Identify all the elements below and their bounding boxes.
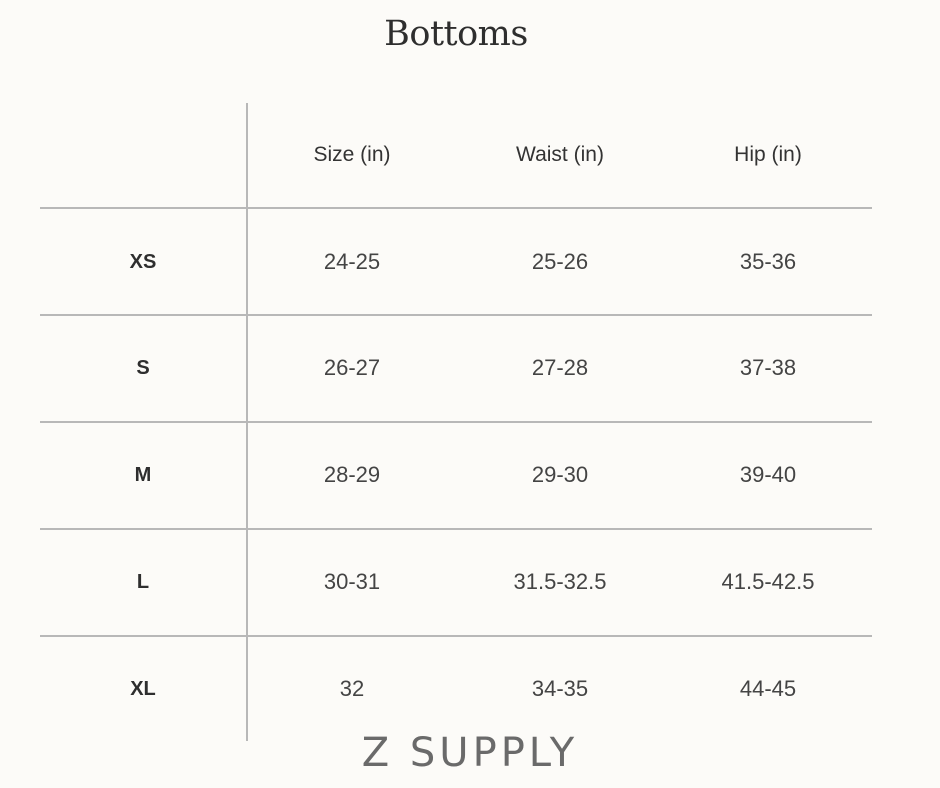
hip-cell: 44-45	[739, 676, 797, 701]
row-label: S	[136, 357, 150, 379]
row-divider	[40, 207, 872, 209]
column-header-size: Size (in)	[313, 143, 391, 166]
size-cell: 24-25	[323, 249, 381, 274]
row-divider	[40, 528, 872, 530]
size-cell: 32	[339, 676, 365, 701]
hip-cell: 37-38	[739, 355, 797, 380]
hip-cell: 39-40	[739, 462, 797, 487]
waist-cell: 31.5-32.5	[513, 569, 607, 594]
row-label: L	[136, 571, 150, 593]
waist-cell: 34-35	[531, 676, 589, 701]
column-header-hip: Hip (in)	[734, 143, 802, 166]
waist-cell: 25-26	[531, 249, 589, 274]
size-cell: 30-31	[323, 569, 381, 594]
column-header-waist: Waist (in)	[516, 143, 604, 166]
chart-title: Bottoms	[384, 14, 528, 54]
row-divider	[40, 421, 872, 423]
row-label: M	[134, 464, 152, 486]
row-label: XS	[129, 251, 157, 273]
size-cell: 26-27	[323, 355, 381, 380]
brand-logo: Z SUPPLY	[361, 730, 579, 776]
waist-cell: 27-28	[531, 355, 589, 380]
waist-cell: 29-30	[531, 462, 589, 487]
row-divider	[40, 314, 872, 316]
size-cell: 28-29	[323, 462, 381, 487]
row-label: XL	[130, 678, 156, 700]
hip-cell: 35-36	[739, 249, 797, 274]
row-divider	[40, 635, 872, 637]
hip-cell: 41.5-42.5	[721, 569, 815, 594]
